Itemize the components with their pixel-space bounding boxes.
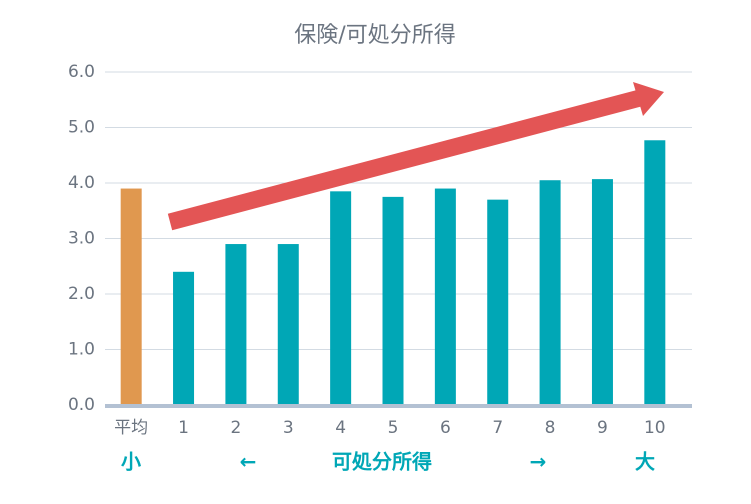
bar xyxy=(330,191,352,405)
annotation: 小 xyxy=(121,450,141,474)
plot-area: 0.0 1.0 2.0 3.0 4.0 5.0 6.0 平均 1 2 3 4 5 6 7 8 9 10 小 ← 可処分所… xyxy=(68,62,692,474)
y-tick-label: 4.0 xyxy=(68,173,95,193)
bar xyxy=(382,196,404,405)
x-tick-label: 5 xyxy=(388,418,399,438)
x-tick-label: 6 xyxy=(440,418,451,438)
bar xyxy=(434,188,456,405)
y-tick-label: 1.0 xyxy=(68,340,95,360)
arrow-shaft xyxy=(167,89,643,231)
chart-title: 保険/可処分所得 xyxy=(294,23,455,48)
bar xyxy=(487,199,509,405)
x-tick-label: 4 xyxy=(335,418,346,438)
annotation: ← xyxy=(240,450,257,474)
y-tick-label: 5.0 xyxy=(68,118,95,138)
x-tick-label: 平均 xyxy=(114,418,148,438)
bar xyxy=(173,271,195,405)
trend-arrow xyxy=(167,82,664,231)
y-tick-label: 0.0 xyxy=(68,395,95,415)
bar xyxy=(277,244,299,405)
y-tick-label: 2.0 xyxy=(68,284,95,304)
y-tick-label: 3.0 xyxy=(68,229,95,249)
x-tick-label: 9 xyxy=(597,418,608,438)
y-tick-label: 6.0 xyxy=(68,62,95,82)
x-tick-label: 7 xyxy=(492,418,503,438)
x-tick-label: 1 xyxy=(178,418,189,438)
x-tick-label: 10 xyxy=(644,418,666,438)
bar xyxy=(539,180,561,405)
arrow-head xyxy=(633,82,664,116)
bar xyxy=(225,244,247,405)
bar xyxy=(591,179,613,405)
annotation: → xyxy=(530,450,547,474)
x-tick-label: 8 xyxy=(545,418,556,438)
annotation: 大 xyxy=(635,450,655,474)
annotation: 可処分所得 xyxy=(332,450,432,474)
bar xyxy=(644,140,666,405)
bar xyxy=(120,188,142,405)
x-tick-label: 2 xyxy=(230,418,241,438)
x-tick-label: 3 xyxy=(283,418,294,438)
